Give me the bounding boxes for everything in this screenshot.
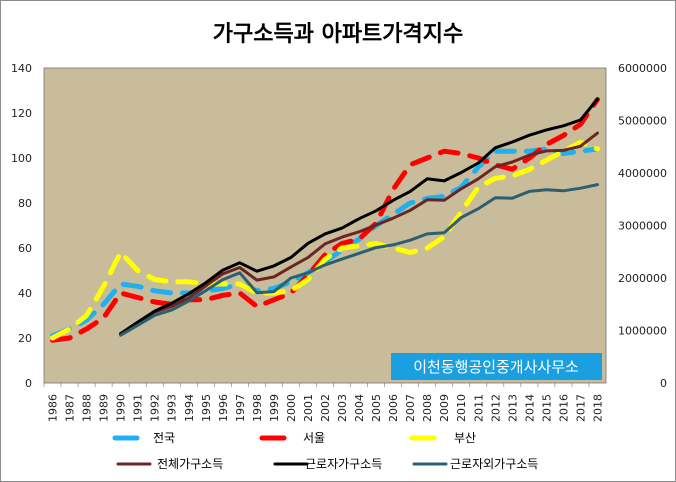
series-line-3 — [50, 139, 600, 341]
watermark-rect — [391, 353, 602, 380]
x-tick-label: 2006 — [387, 394, 400, 422]
x-tick-label: 1987 — [64, 394, 77, 422]
x-tick-label: 2008 — [421, 394, 434, 422]
series-line-4 — [119, 131, 599, 336]
x-tick-label: 2004 — [353, 394, 366, 422]
x-tick-label: 1994 — [183, 394, 196, 422]
x-tick-label: 2016 — [557, 394, 570, 422]
x-tick-label: 1999 — [268, 394, 281, 422]
x-tick-label: 2013 — [506, 394, 519, 422]
x-tick-label: 1998 — [251, 394, 264, 422]
x-tick-label: 2007 — [404, 394, 417, 422]
x-tick-label: 2002 — [319, 394, 332, 422]
x-tick-label: 1993 — [166, 394, 179, 422]
left-tick-label: 120 — [11, 107, 32, 120]
x-tick-label: 1986 — [47, 394, 60, 422]
watermark-text: 이천동행공인중개사사무소 — [413, 358, 579, 376]
right-axis-ticks: 0 1000000 2000000 3000000 4000000 5000000 6000… — [618, 62, 667, 390]
right-tick-label: 5000000 — [618, 115, 667, 128]
x-tick-label: 2011 — [472, 394, 485, 422]
legend-label: 근로자외가구소득 — [450, 457, 538, 471]
watermark-box: 이천동행공인중개사사무소 — [391, 353, 602, 380]
x-tick-label: 1991 — [132, 394, 145, 422]
right-tick-label: 6000000 — [618, 62, 667, 75]
chart-title: 가구소득과 아파트가격지수 — [212, 22, 464, 47]
left-tick-label: 100 — [11, 152, 32, 165]
legend-label: 서울 — [303, 431, 325, 445]
x-tick-label: 2005 — [370, 394, 383, 422]
legend-label: 전국 — [153, 431, 175, 445]
x-tick-label: 1988 — [81, 394, 94, 422]
plot-area — [43, 67, 607, 384]
left-tick-label: 80 — [18, 197, 32, 210]
x-tick-label: 1995 — [200, 394, 213, 422]
series-layer — [50, 97, 600, 343]
x-tick-label: 2010 — [455, 394, 468, 422]
x-tick-label: 2001 — [302, 394, 315, 422]
x-tick-label: 2018 — [591, 394, 604, 422]
left-axis-ticks: 0 20 40 60 80 100 120 140 — [11, 62, 32, 390]
right-tick-label: 3000000 — [618, 220, 667, 233]
legend-label: 근로자가구소득 — [305, 457, 382, 471]
x-axis-ticks: 1986 1987 1988 1989 1990 1991 1992 1993 1994 1995… — [43, 383, 604, 422]
left-tick-label: 0 — [25, 377, 32, 390]
x-tick-label: 1997 — [234, 394, 247, 422]
x-tick-label: 2017 — [574, 394, 587, 422]
x-tick-label: 2003 — [336, 394, 349, 422]
right-tick-label: 1000000 — [618, 325, 667, 338]
x-tick-label: 2015 — [540, 394, 553, 422]
left-tick-label: 60 — [18, 242, 32, 255]
left-tick-label: 140 — [11, 62, 32, 75]
x-tick-label: 1992 — [149, 394, 162, 422]
legend-label: 전체가구소득 — [157, 457, 223, 471]
x-tick-label: 2014 — [523, 394, 536, 422]
x-tick-label: 2009 — [438, 394, 451, 422]
legend-label: 부산 — [454, 431, 476, 445]
right-tick-label: 0 — [660, 377, 667, 390]
series-line-2 — [50, 97, 600, 343]
left-tick-label: 20 — [18, 332, 32, 345]
x-tick-label: 1989 — [98, 394, 111, 422]
x-tick-label: 2012 — [489, 394, 502, 422]
left-tick-label: 40 — [18, 287, 32, 300]
right-tick-label: 2000000 — [618, 272, 667, 285]
series-line-5 — [119, 97, 599, 336]
x-tick-label: 2000 — [285, 394, 298, 422]
x-tick-label: 1996 — [217, 394, 230, 422]
right-tick-label: 4000000 — [618, 167, 667, 180]
x-tick-label: 1990 — [115, 394, 128, 422]
series-line-6 — [119, 183, 599, 337]
